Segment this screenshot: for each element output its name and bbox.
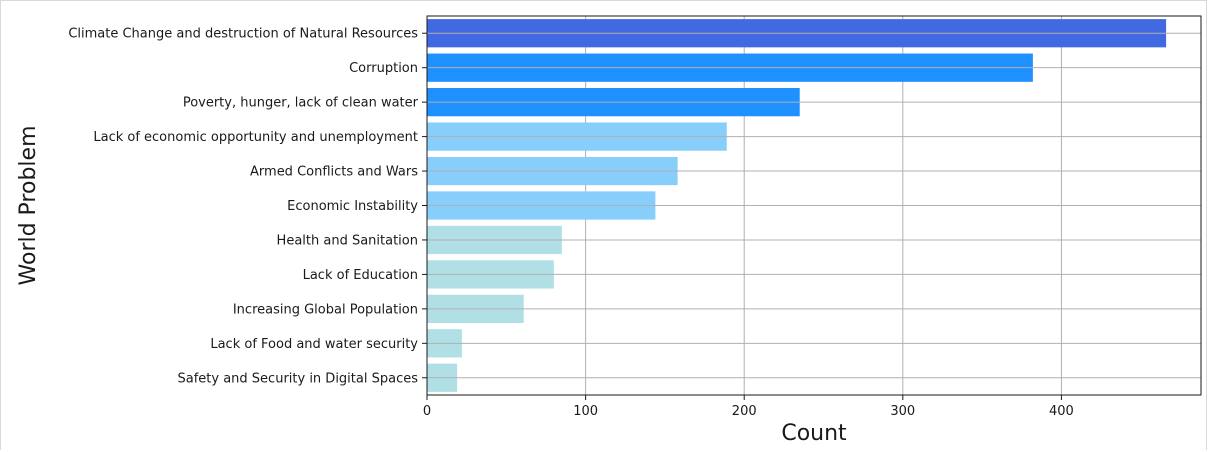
x-tick-label: 100 bbox=[573, 404, 598, 419]
x-tick-labels: 0 100 200 300 400 bbox=[423, 395, 1074, 419]
y-tick-label: Climate Change and destruction of Natura… bbox=[68, 27, 418, 42]
x-tick-label: 200 bbox=[732, 404, 757, 419]
category-gridlines bbox=[427, 32, 1201, 379]
y-tick-label: Armed Conflicts and Wars bbox=[250, 165, 418, 180]
y-tick-label: Corruption bbox=[349, 61, 418, 76]
y-tick-label: Increasing Global Population bbox=[233, 302, 418, 317]
y-axis-title: World Problem bbox=[16, 126, 41, 286]
x-tick-label: 300 bbox=[890, 404, 915, 419]
y-tick-label: Lack of Food and water security bbox=[210, 337, 418, 352]
y-tick-label: Economic Instability bbox=[287, 199, 418, 214]
x-axis-title: Count bbox=[781, 421, 847, 446]
y-tick-labels: Climate Change and destruction of Natura… bbox=[68, 27, 427, 386]
y-tick-label: Health and Sanitation bbox=[277, 233, 418, 248]
y-tick-label: Lack of Education bbox=[303, 268, 418, 283]
y-tick-label: Safety and Security in Digital Spaces bbox=[178, 371, 419, 386]
y-tick-label: Poverty, hunger, lack of clean water bbox=[183, 96, 419, 111]
x-tick-label: 0 bbox=[423, 404, 431, 419]
y-tick-label: Lack of economic opportunity and unemplo… bbox=[93, 130, 418, 145]
x-tick-label: 400 bbox=[1049, 404, 1074, 419]
